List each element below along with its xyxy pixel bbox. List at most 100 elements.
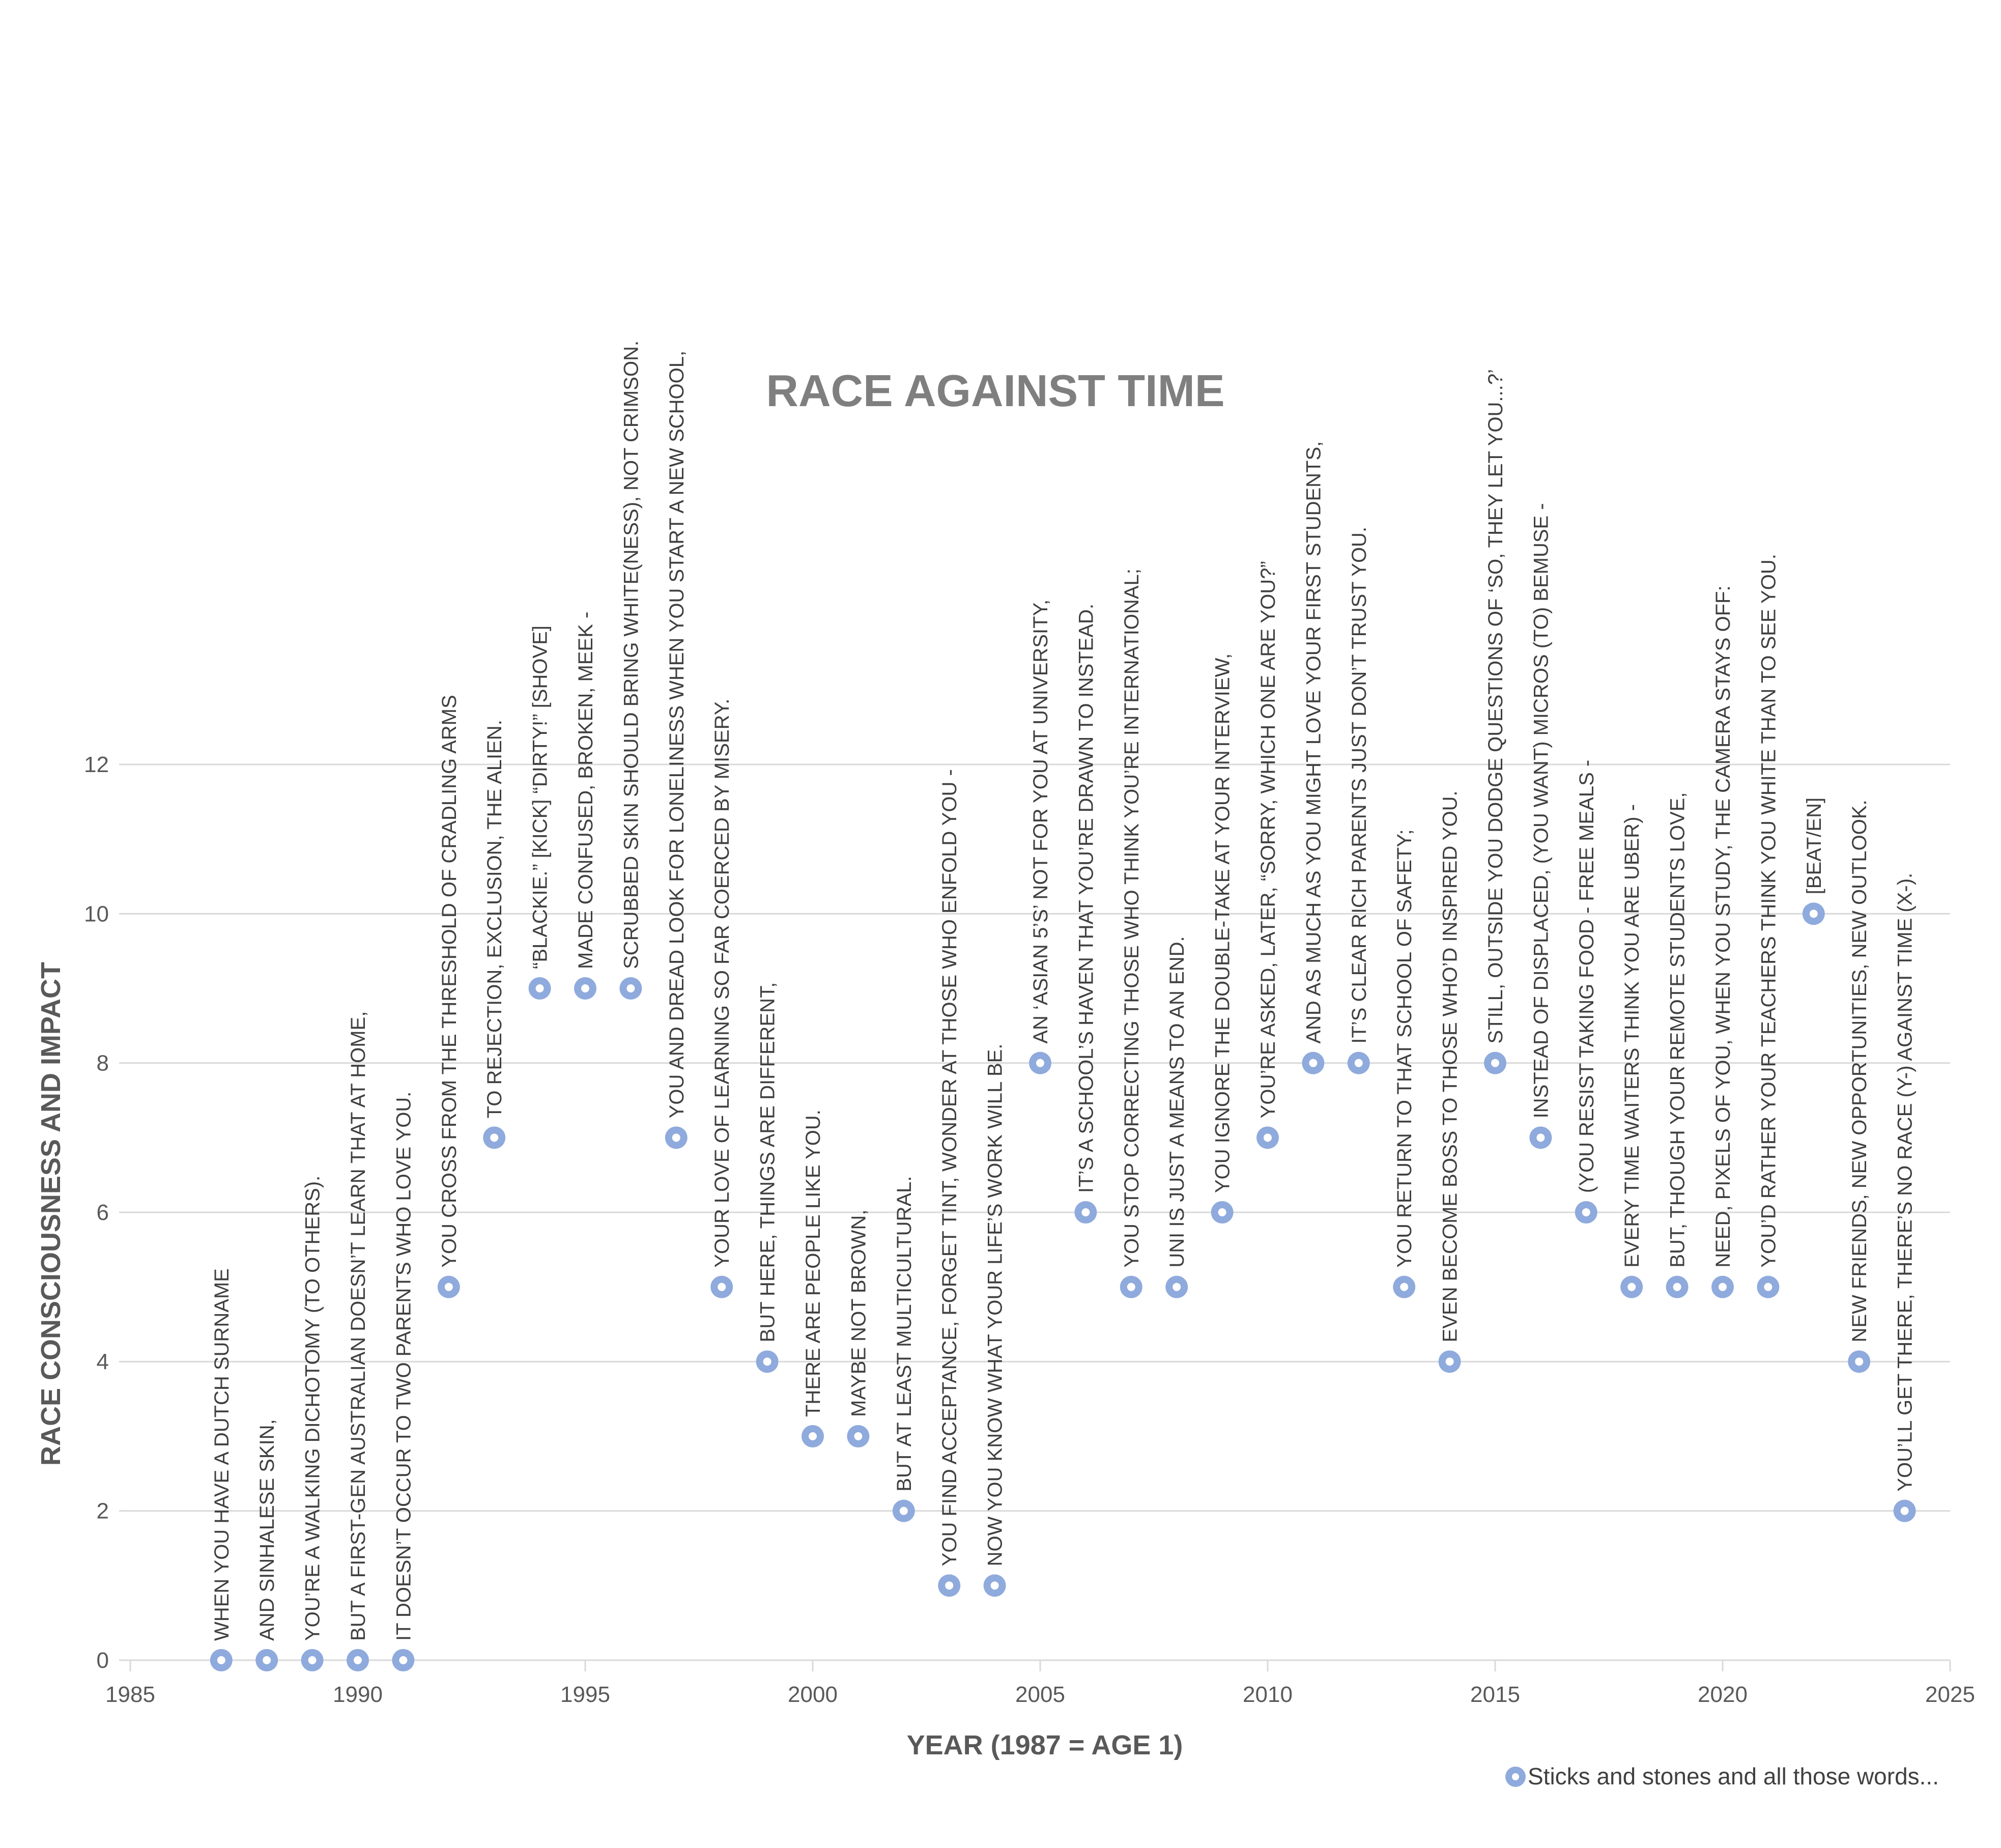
data-point-center: [263, 1656, 271, 1664]
data-point-center: [1855, 1357, 1864, 1366]
data-point-center: [1400, 1283, 1409, 1291]
data-point-center: [1173, 1283, 1181, 1291]
data-point-label: YOU’RE A WALKING DICHOTOMY (TO OTHERS).: [302, 1176, 324, 1641]
data-point-label: WHEN YOU HAVE A DUTCH SURNAME: [211, 1268, 233, 1641]
data-point-label: YOU STOP CORRECTING THOSE WHO THINK YOU’…: [1121, 568, 1143, 1268]
data-point-label: TO REJECTION, EXCLUSION, THE ALIEN.: [483, 720, 506, 1118]
x-tick-label: 2000: [788, 1682, 838, 1707]
data-point-label: YOU AND DREAD LOOK FOR LONELINESS WHEN Y…: [666, 351, 688, 1118]
data-point-center: [535, 984, 544, 992]
data-point-center: [1764, 1283, 1773, 1291]
data-point-label: YOU CROSS FROM THE THRESHOLD OF CRADLING…: [438, 695, 461, 1267]
data-point-center: [899, 1506, 908, 1515]
data-point-label: [BEAT/EN]: [1803, 798, 1825, 894]
x-tick-label: 1985: [105, 1682, 155, 1707]
data-point-label: IT’S CLEAR RICH PARENTS JUST DON’T TRUST…: [1348, 527, 1370, 1044]
data-point-label: IT DOESN’T OCCUR TO TWO PARENTS WHO LOVE…: [392, 1092, 415, 1641]
data-point-center: [718, 1283, 726, 1291]
x-tick-label: 2025: [1925, 1682, 1975, 1707]
y-axis-title: RACE CONSCIOUSNESS AND IMPACT: [36, 962, 66, 1466]
legend-label: Sticks and stones and all those words...: [1528, 1763, 1939, 1789]
data-point-center: [1491, 1059, 1499, 1067]
y-tick-label: 8: [97, 1051, 109, 1076]
data-point-center: [217, 1656, 225, 1664]
data-point-label: THERE ARE PEOPLE LIKE YOU.: [802, 1110, 824, 1417]
data-point-center: [1809, 909, 1818, 918]
y-tick-label: 4: [97, 1349, 109, 1374]
data-point-center: [763, 1357, 771, 1366]
data-point-center: [1081, 1208, 1090, 1216]
data-point-label: YOU IGNORE THE DOUBLE-TAKE AT YOUR INTER…: [1212, 653, 1234, 1193]
data-point-label: BUT A FIRST-GEN AUSTRALIAN DOESN’T LEARN…: [347, 1011, 369, 1641]
data-point-label: “BLACKIE.” [KICK] “DIRTY!” [SHOVE]: [529, 626, 552, 969]
data-point-center: [1627, 1283, 1636, 1291]
data-point-label: EVERY TIME WAITERS THINK YOU ARE UBER) -: [1621, 804, 1643, 1268]
data-point-label: YOU FIND ACCEPTANCE, FORGET TINT, WONDER…: [938, 769, 961, 1566]
legend-marker-center: [1512, 1773, 1519, 1780]
data-point-center: [1673, 1283, 1681, 1291]
data-point-label: NEED, PIXELS OF YOU, WHEN YOU STUDY, THE…: [1712, 585, 1734, 1267]
data-point-label: MAYBE NOT BROWN,: [847, 1210, 870, 1417]
data-point-center: [581, 984, 589, 992]
data-point-center: [1536, 1133, 1545, 1142]
data-point-center: [444, 1283, 453, 1291]
chart-title: RACE AGAINST TIME: [766, 365, 1224, 416]
data-point-center: [1127, 1283, 1135, 1291]
data-point-center: [399, 1656, 408, 1664]
data-point-center: [1719, 1283, 1727, 1291]
data-point-center: [1354, 1059, 1363, 1067]
data-point-label: NOW YOU KNOW WHAT YOUR LIFE’S WORK WILL …: [984, 1044, 1007, 1567]
data-point-label: BUT HERE, THINGS ARE DIFFERENT,: [757, 982, 779, 1343]
x-tick-label: 1995: [560, 1682, 610, 1707]
data-point-label: AND AS MUCH AS YOU MIGHT LOVE YOUR FIRST…: [1302, 441, 1325, 1044]
y-tick-label: 2: [97, 1499, 109, 1524]
x-tick-label: 2010: [1243, 1682, 1293, 1707]
data-point-center: [990, 1581, 999, 1590]
data-point-center: [1218, 1208, 1226, 1216]
y-tick-label: 12: [84, 752, 109, 777]
data-point-center: [1445, 1357, 1454, 1366]
gridlines: [130, 763, 1950, 1512]
data-point-label: STILL, OUTSIDE YOU DODGE QUESTIONS OF ‘S…: [1484, 369, 1507, 1044]
data-point-label: NEW FRIENDS, NEW OPPORTUNITIES, NEW OUTL…: [1848, 800, 1871, 1342]
y-tick-label: 6: [97, 1200, 109, 1225]
data-point-label: YOU’RE ASKED, LATER, “SORRY, WHICH ONE A…: [1257, 561, 1279, 1118]
data-point-center: [1900, 1506, 1909, 1515]
data-point-label: YOU RETURN TO THAT SCHOOL OF SAFETY;: [1393, 829, 1416, 1267]
data-markers: [210, 902, 1916, 1671]
data-point-label: AN ‘ASIAN 5’S’ NOT FOR YOU AT UNIVERSITY…: [1030, 600, 1052, 1044]
point-labels: WHEN YOU HAVE A DUTCH SURNAME AND SINHALE…: [211, 340, 1917, 1641]
data-point-label: YOU’LL GET THERE, THERE’S NO RACE (Y-) A…: [1894, 873, 1917, 1492]
data-point-label: BUT, THOUGH YOUR REMOTE STUDENTS LOVE,: [1667, 792, 1689, 1267]
y-tick-label: 10: [84, 901, 109, 926]
data-point-label: YOUR LOVE OF LEARNING SO FAR COERCED BY …: [711, 699, 733, 1268]
legend: Sticks and stones and all those words...: [1505, 1763, 1939, 1789]
data-point-label: INSTEAD OF DISPLACED, (YOU WANT) MICROS …: [1530, 503, 1552, 1118]
data-point-label: AND SINHALESE SKIN,: [256, 1419, 278, 1641]
data-point-center: [672, 1133, 680, 1142]
data-point-center: [490, 1133, 499, 1142]
data-point-label: UNI IS JUST A MEANS TO AN END.: [1166, 936, 1188, 1267]
data-point-center: [854, 1432, 863, 1440]
data-point-label: BUT AT LEAST MULTICULTURAL.: [893, 1176, 916, 1492]
data-point-label: MADE CONFUSED, BROKEN, MEEK -: [575, 612, 597, 969]
x-axis-title: YEAR (1987 = AGE 1): [907, 1730, 1183, 1760]
data-point-center: [1264, 1133, 1272, 1142]
y-tick-label: 0: [97, 1648, 109, 1673]
data-point-label: YOU’D RATHER YOUR TEACHERS THINK YOU WHI…: [1757, 554, 1780, 1267]
data-point-label: EVEN BECOME BOSS TO THOSE WHO’D INSPIRED…: [1439, 790, 1462, 1342]
data-point-label: SCRUBBED SKIN SHOULD BRING WHITE(NESS), …: [620, 340, 642, 969]
data-point-center: [945, 1581, 954, 1590]
data-point-label: IT’S A SCHOOL’S HAVEN THAT YOU’RE DRAWN …: [1075, 604, 1097, 1193]
x-tick-label: 2005: [1015, 1682, 1065, 1707]
data-point-center: [1036, 1059, 1044, 1067]
x-tick-label: 1990: [333, 1682, 383, 1707]
x-tick-label: 2020: [1698, 1682, 1748, 1707]
data-point-center: [1582, 1208, 1590, 1216]
legend-marker-icon: [1505, 1767, 1526, 1787]
data-point-label: (YOU RESIST TAKING FOOD - FREE MEALS -: [1576, 760, 1598, 1193]
axes: 0 2 4 6 8 10 12 1985 1990 1995 2000 2005 2010 2015 202…: [84, 752, 1975, 1707]
x-tick-label: 2015: [1470, 1682, 1520, 1707]
data-point-center: [308, 1656, 317, 1664]
